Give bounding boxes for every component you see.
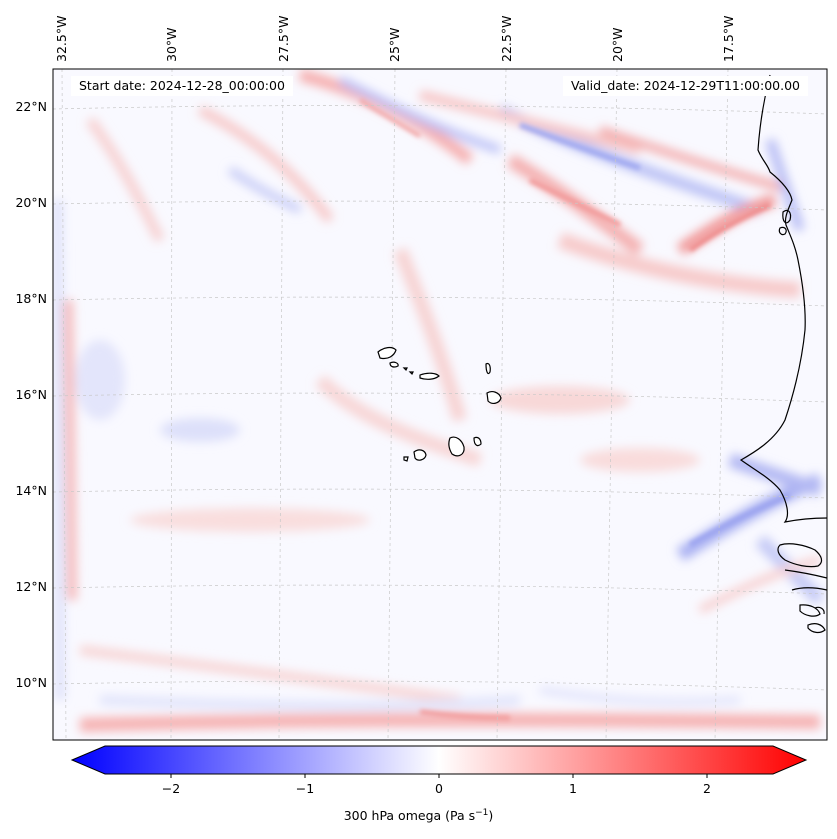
lat-label: 14°N (15, 483, 47, 498)
lon-label: 27.5°W (276, 16, 291, 62)
colorbar-tick-label: −2 (162, 781, 180, 796)
lon-label: 17.5°W (721, 16, 736, 62)
coastline (739, 74, 827, 634)
colorbar: −2 −1 0 1 2 (70, 745, 808, 796)
lon-label: 22.5°W (499, 16, 514, 62)
map-area (53, 69, 827, 740)
lon-label: 20°W (610, 27, 625, 62)
lon-label: 32.5°W (54, 16, 69, 62)
graticule (53, 69, 827, 740)
lat-tick-labels: 22°N 20°N 18°N 16°N 14°N 12°N 10°N (15, 99, 47, 690)
colorbar-tick-label: −1 (296, 781, 314, 796)
start-date-label: Start date: 2024-12-28_00:00:00 (71, 76, 293, 96)
colorbar-ticks (170, 774, 708, 778)
colorbar-title: 300 hPa omega (Pa s−1) (0, 808, 837, 823)
lon-label: 30°W (164, 27, 179, 62)
lat-label: 16°N (15, 387, 47, 402)
colorbar-title-exponent: −1 (475, 808, 489, 818)
valid-date-text: Valid_date: 2024-12-29T11:00:00.00 (570, 78, 800, 93)
start-date-text: Start date: 2024-12-28_00:00:00 (79, 78, 285, 93)
omega-field (53, 69, 825, 732)
colorbar-title-close: ) (488, 808, 494, 824)
colorbar-title-text: 300 hPa omega (Pa s (343, 808, 476, 824)
cape-verde-islands (377, 346, 502, 462)
lat-label: 18°N (15, 291, 47, 306)
colorbar-bar (70, 745, 808, 775)
lat-label: 22°N (15, 99, 47, 114)
colorbar-tick-label: 2 (703, 781, 711, 796)
colorbar-tick-label: 1 (569, 781, 577, 796)
valid-date-label: Valid_date: 2024-12-29T11:00:00.00 (562, 76, 808, 96)
lat-label: 20°N (15, 195, 47, 210)
map-frame (52, 68, 828, 741)
lat-label: 12°N (15, 579, 47, 594)
lon-tick-labels: 32.5°W 30°W 27.5°W 25°W 22.5°W 20°W 17.5… (54, 16, 736, 62)
colorbar-tick-label: 0 (435, 781, 443, 796)
omega-field-sharp (358, 98, 791, 721)
lon-label: 25°W (387, 27, 402, 62)
lat-label: 10°N (15, 675, 47, 690)
